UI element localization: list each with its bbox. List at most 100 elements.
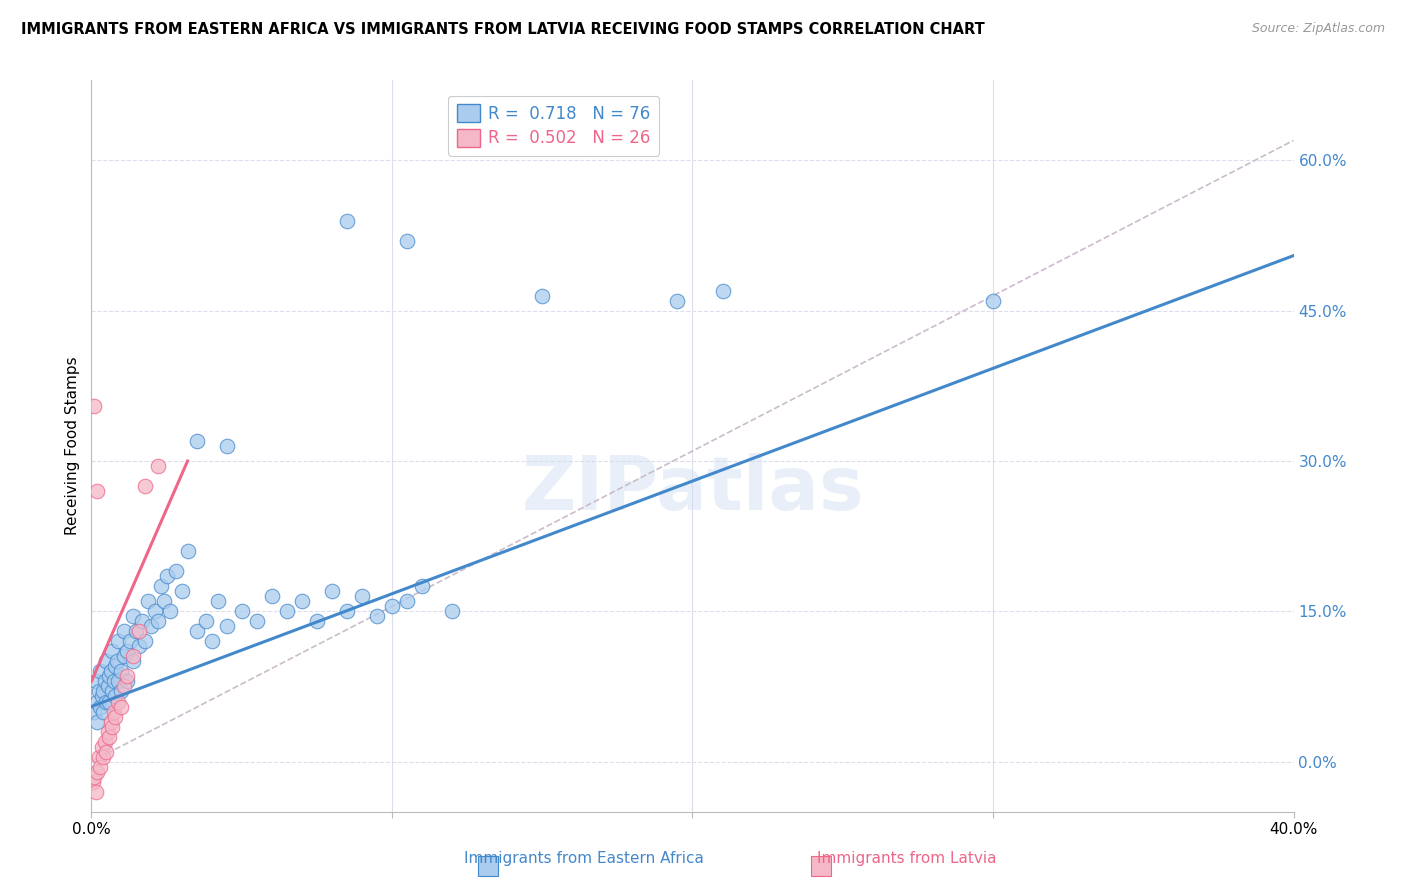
Point [89,699,111,714]
Point [276,604,298,618]
Point [120,634,142,648]
Point [101,720,124,734]
Point [86,764,108,779]
Text: Immigrants from Latvia: Immigrants from Latvia [817,852,997,866]
Point [215,439,238,453]
Point [96,745,118,759]
Point [128,640,150,654]
Point [114,680,136,694]
Point [321,584,343,599]
Point [98,694,121,708]
Point [194,615,217,629]
Text: Immigrants from Eastern Africa: Immigrants from Eastern Africa [464,852,703,866]
Point [114,649,136,664]
Point [122,609,145,624]
Point [350,589,373,603]
Point [149,579,172,593]
Point [170,584,193,599]
Point [291,594,314,608]
Point [83,399,105,413]
Text: Source: ZipAtlas.com: Source: ZipAtlas.com [1251,22,1385,36]
Point [381,599,404,614]
Point [97,724,120,739]
Point [97,680,120,694]
Point [110,699,132,714]
Point [110,665,132,679]
Point [103,705,125,719]
Point [87,684,110,698]
Point [231,604,253,618]
Point [93,749,115,764]
Point [86,694,108,708]
Point [441,604,464,618]
Point [101,684,124,698]
Point [84,674,107,689]
Point [138,594,160,608]
Point [152,594,174,608]
Point [96,655,118,669]
Text: ZIPatlas: ZIPatlas [522,453,863,526]
Point [101,644,124,658]
Point [131,615,153,629]
Point [82,774,104,789]
Point [100,665,122,679]
Point [90,739,112,754]
Point [83,770,105,784]
Point [176,544,198,558]
Point [260,589,283,603]
Point [134,479,156,493]
Point [395,594,418,608]
Point [104,659,127,673]
Point [93,684,115,698]
Point [366,609,388,624]
Point [666,293,689,308]
Legend: R =  0.718   N = 76, R =  0.502   N = 26: R = 0.718 N = 76, R = 0.502 N = 26 [449,96,659,156]
Point [395,234,418,248]
Point [146,615,169,629]
Point [94,674,117,689]
Point [89,665,111,679]
Point [165,564,187,578]
Point [107,634,129,648]
Point [98,669,121,683]
Point [305,615,328,629]
Point [117,669,139,683]
Point [246,615,269,629]
Point [94,734,117,748]
Point [143,604,166,618]
Point [336,213,359,227]
Point [122,655,145,669]
Point [134,634,156,648]
Point [83,705,105,719]
Point [531,289,554,303]
Point [105,655,128,669]
Point [125,624,148,639]
Text: IMMIGRANTS FROM EASTERN AFRICA VS IMMIGRANTS FROM LATVIA RECEIVING FOOD STAMPS C: IMMIGRANTS FROM EASTERN AFRICA VS IMMIGR… [21,22,984,37]
Point [336,604,359,618]
Point [411,579,433,593]
Point [104,690,127,704]
Point [90,690,112,704]
Point [89,759,111,773]
Y-axis label: Receiving Food Stamps: Receiving Food Stamps [65,357,80,535]
Point [86,484,108,499]
Point [117,644,139,658]
Point [107,674,129,689]
Point [122,649,145,664]
Point [117,674,139,689]
Point [711,284,734,298]
Point [186,434,208,448]
Point [87,749,110,764]
Point [114,624,136,639]
Point [107,694,129,708]
Point [201,634,224,648]
Point [146,458,169,473]
Point [86,714,108,729]
Point [104,709,127,723]
Point [128,624,150,639]
Point [155,569,177,583]
Point [98,730,121,744]
Point [186,624,208,639]
Point [96,694,118,708]
Point [207,594,229,608]
